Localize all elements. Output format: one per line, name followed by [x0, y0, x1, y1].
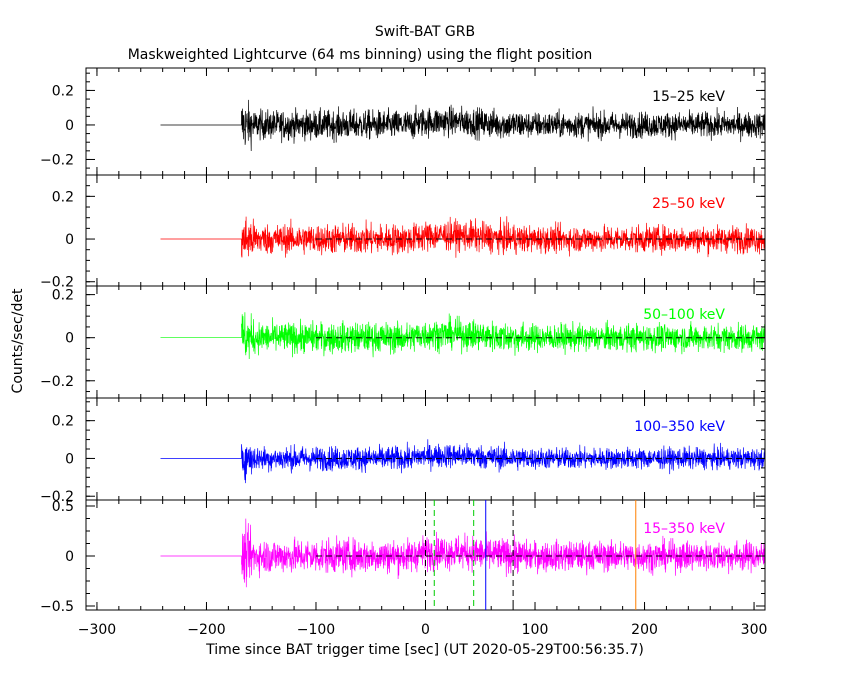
band-label-p2: 25–50 keV [652, 196, 725, 212]
band-label-p4: 100–350 keV [634, 419, 725, 435]
x-tick-label: 100 [522, 622, 549, 638]
panel-p4: −0.2 0 0.2 100–350 keV [40, 397, 766, 505]
y-tick-label-p1: 0 [65, 118, 74, 134]
y-tick-label-p5: 0.5 [52, 499, 74, 515]
y-tick-label-p4: 0.2 [52, 414, 74, 430]
panel-frame-p4 [85, 397, 766, 501]
y-axis-label: Counts/sec/det [10, 288, 26, 393]
y-tick-label-p4: 0 [65, 451, 74, 467]
panel-p5: −0.5 0 0.5 15–350 keV [40, 499, 766, 615]
band-label-p1: 15–25 keV [652, 89, 725, 105]
x-axis-label: Time since BAT trigger time [sec] (UT 20… [205, 642, 644, 658]
y-tick-label-p3: 0.2 [52, 288, 74, 304]
y-tick-label-p1: −0.2 [40, 152, 74, 168]
y-tick-label-p5: 0 [65, 549, 74, 565]
x-tick-label: 0 [421, 622, 430, 638]
y-tick-label-p1: 0.2 [52, 83, 74, 99]
x-tick-label: −100 [297, 622, 335, 638]
series-line-p3 [160, 312, 766, 360]
y-tick-label-p3: 0 [65, 331, 74, 347]
y-tick-label-p2: −0.2 [40, 275, 74, 291]
series-line-p4 [160, 439, 766, 484]
y-tick-label-p3: −0.2 [40, 374, 74, 390]
band-label-p5: 15–350 keV [643, 521, 725, 537]
series-line-p1 [160, 99, 766, 152]
y-tick-label-p2: 0.2 [52, 189, 74, 205]
panel-p2: −0.2 0 0.2 25–50 keV [40, 174, 766, 291]
x-tick-label: 300 [741, 622, 768, 638]
x-tick-label: 200 [631, 622, 658, 638]
panel-p1: −0.2 0 0.2 15–25 keV [40, 67, 766, 176]
x-tick-label: −200 [187, 622, 225, 638]
x-tick-label: −300 [78, 622, 116, 638]
y-tick-label-p4: −0.2 [40, 489, 74, 505]
panel-p3: −0.2 0 0.2 50–100 keV [40, 285, 766, 399]
band-label-p3: 50–100 keV [643, 307, 725, 323]
series-line-p5 [160, 518, 766, 588]
chart-subtitle: Maskweighted Lightcurve (64 ms binning) … [128, 47, 593, 63]
panels-group: −0.2 0 0.2 15–25 keV −0.2 0 0.2 25–50 keV −0.2 0 0… [40, 67, 768, 638]
y-tick-label-p5: −0.5 [40, 599, 74, 615]
series-line-p2 [160, 216, 766, 258]
chart-title: Swift-BAT GRB [375, 24, 475, 40]
y-tick-label-p2: 0 [65, 232, 74, 248]
